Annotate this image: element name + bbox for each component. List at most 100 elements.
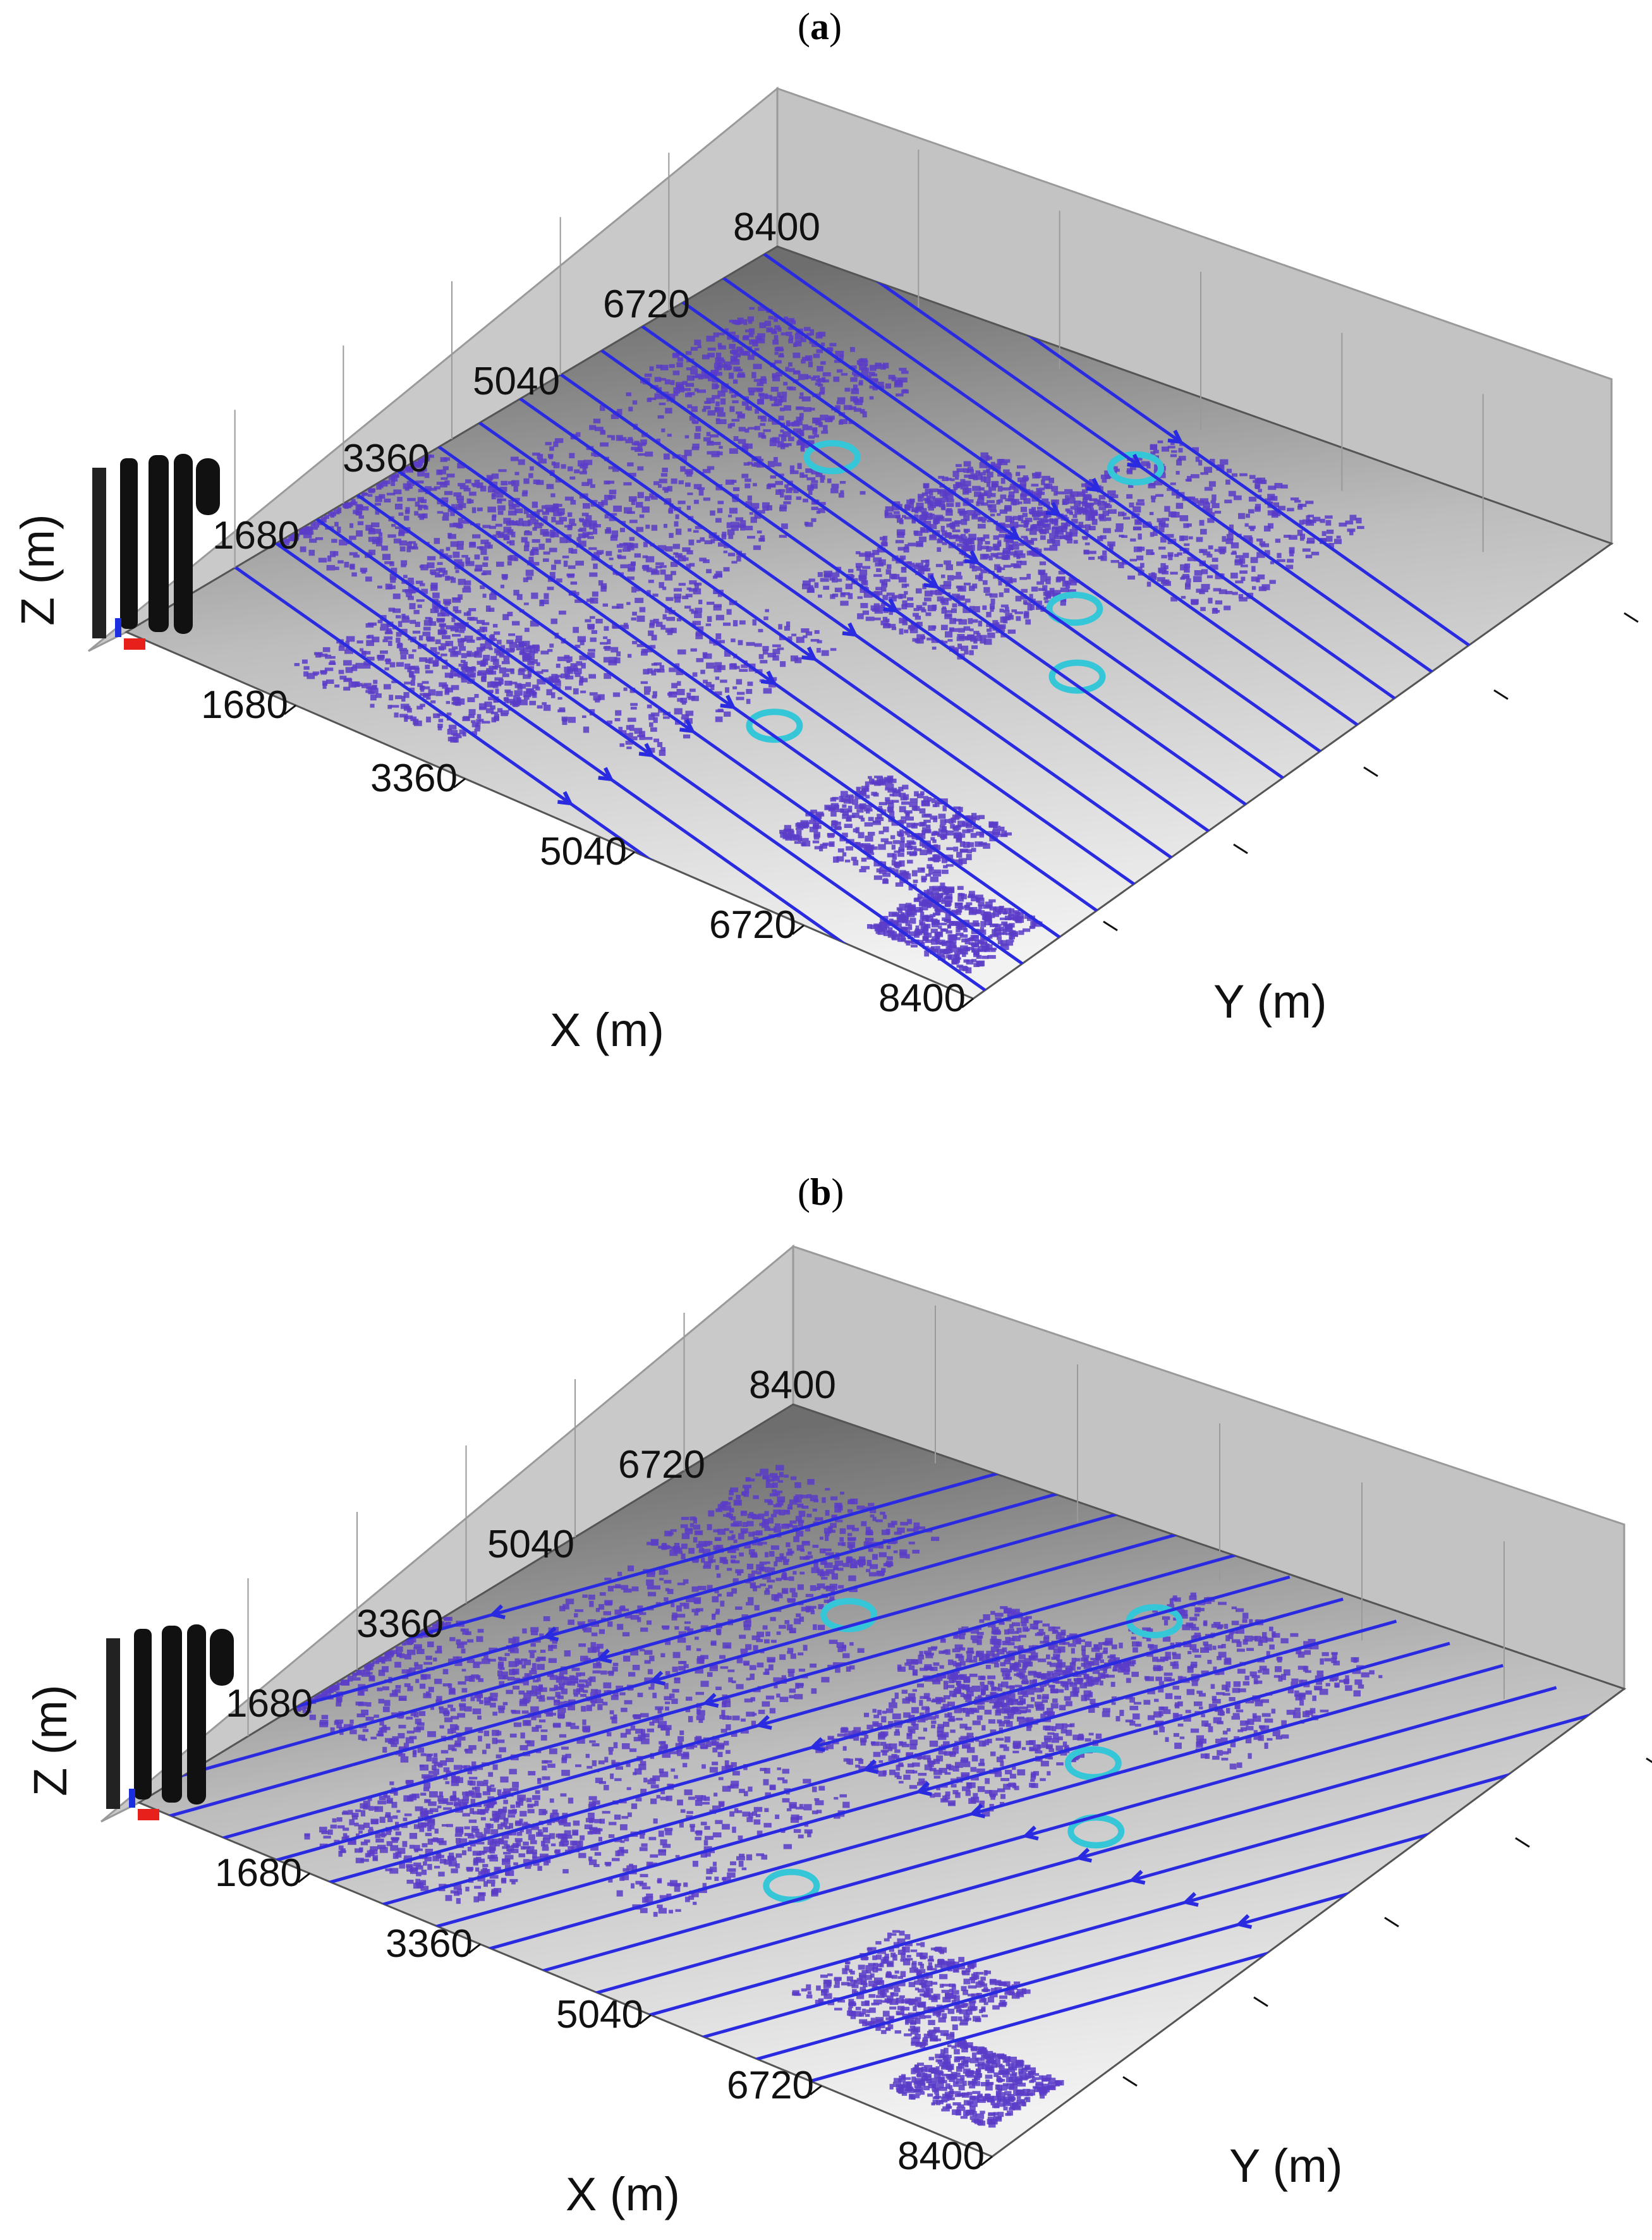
building-point <box>458 523 463 529</box>
building-point <box>1186 476 1192 482</box>
building-point <box>457 540 465 545</box>
building-point <box>532 453 540 456</box>
building-point <box>937 894 944 898</box>
building-point <box>992 829 1001 836</box>
building-point <box>940 585 944 591</box>
building-point <box>744 478 751 482</box>
building-point <box>978 901 985 906</box>
building-point <box>578 540 586 547</box>
building-point <box>537 454 544 460</box>
building-point <box>945 896 953 903</box>
building-point <box>855 551 861 554</box>
building-point <box>1225 479 1230 485</box>
building-point <box>975 470 981 474</box>
building-point <box>1002 487 1011 491</box>
building-point <box>901 801 910 805</box>
building-point <box>1012 516 1021 520</box>
building-point <box>889 573 897 579</box>
building-point <box>686 550 693 555</box>
building-point <box>968 922 974 928</box>
building-point <box>892 800 899 803</box>
building-point <box>747 495 752 501</box>
building-point <box>835 821 841 825</box>
building-point <box>536 671 544 674</box>
building-point <box>920 849 928 856</box>
building-point <box>293 533 300 537</box>
building-point <box>520 683 526 689</box>
building-point <box>607 721 613 724</box>
building-point <box>879 779 885 785</box>
building-point <box>358 1684 366 1688</box>
building-point <box>941 504 946 511</box>
building-point <box>954 859 963 866</box>
building-point <box>731 418 740 422</box>
building-point <box>897 377 901 382</box>
building-point <box>444 600 450 606</box>
building-point <box>398 621 403 628</box>
building-point <box>430 569 437 575</box>
building-point <box>710 510 715 516</box>
building-point <box>420 564 428 571</box>
building-point <box>949 939 957 944</box>
building-point <box>881 927 888 931</box>
building-point <box>952 521 960 527</box>
building-point <box>835 808 844 812</box>
building-point <box>635 587 640 592</box>
building-point <box>731 521 740 528</box>
building-point <box>1248 509 1254 514</box>
building-point <box>495 1739 505 1743</box>
building-point <box>413 609 420 614</box>
building-point <box>1026 573 1031 580</box>
building-point <box>822 372 831 377</box>
building-point <box>547 1696 556 1700</box>
building-point <box>419 657 428 662</box>
building-point <box>990 509 997 513</box>
building-point <box>941 898 945 902</box>
building-point <box>1118 562 1124 568</box>
building-point <box>337 560 344 564</box>
building-point <box>467 1769 473 1775</box>
building-point <box>859 575 866 581</box>
building-point <box>729 406 735 412</box>
building-point <box>796 822 804 828</box>
building-point <box>714 662 722 667</box>
building-point <box>690 346 698 351</box>
building-point <box>930 590 937 595</box>
building-point <box>883 623 891 629</box>
building-point <box>511 1710 521 1714</box>
building-point <box>918 607 925 611</box>
building-point <box>418 504 427 509</box>
building-point <box>760 423 766 426</box>
building-point <box>303 533 312 539</box>
building-point <box>715 518 722 523</box>
building-point <box>498 469 507 472</box>
building-point <box>929 886 934 889</box>
building-point <box>980 635 987 638</box>
building-point <box>352 664 357 668</box>
building-point <box>1082 498 1088 504</box>
building-point <box>428 657 434 664</box>
building-point <box>437 726 442 731</box>
building-point <box>996 499 1000 505</box>
building-point <box>802 424 808 430</box>
building-point <box>603 646 611 649</box>
building-point <box>853 398 859 404</box>
building-point <box>921 559 929 563</box>
building-point <box>399 546 406 552</box>
building-point <box>408 541 416 544</box>
building-point <box>1000 940 1007 947</box>
building-point <box>1186 523 1192 527</box>
building-point <box>593 695 601 701</box>
building-point <box>851 856 857 861</box>
building-point <box>735 517 744 521</box>
building-point <box>963 468 969 473</box>
building-point <box>672 1652 681 1659</box>
building-point <box>1175 502 1184 509</box>
building-point <box>282 540 289 546</box>
building-point <box>715 716 723 722</box>
building-point <box>371 522 380 528</box>
building-point <box>968 891 975 898</box>
building-point <box>520 1732 525 1739</box>
building-point <box>815 472 823 477</box>
building-point <box>531 519 539 525</box>
